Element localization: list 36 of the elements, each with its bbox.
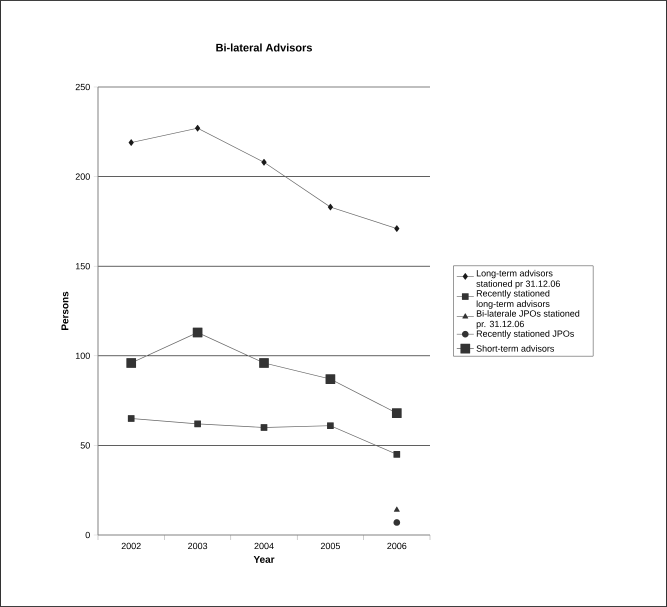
legend-label: Recently stationed JPOs [476, 330, 574, 339]
legend-label: Bi-laterale JPOs stationed pr. 31.12.06 [476, 310, 580, 329]
y-tick-label: 150 [76, 263, 90, 270]
legend-label: Short-term advisors [476, 345, 554, 352]
x-tick-label: 2003 [188, 542, 208, 550]
y-tick-label: 250 [76, 84, 90, 90]
chart-title: Bi-lateral Advisors [216, 43, 312, 52]
point [326, 374, 336, 384]
y-tick-label: 0 [86, 532, 90, 538]
point [192, 328, 202, 338]
point [194, 420, 201, 428]
point [195, 124, 200, 132]
x-tick-label: 2006 [387, 542, 406, 550]
point [261, 158, 267, 166]
point [327, 422, 334, 430]
point [128, 139, 134, 146]
y-tick-label: 100 [76, 352, 90, 359]
point [393, 451, 400, 458]
x-axis-title: Year [254, 556, 274, 563]
legend-label: Recently stationed long-term advisors [476, 290, 550, 309]
point [260, 424, 268, 431]
point [393, 519, 400, 526]
y-axis-title: Persons [61, 292, 68, 330]
point [394, 506, 400, 512]
legend-label: Long-term advisors stationed pr 31.12.06 [476, 270, 560, 289]
x-tick-label: 2005 [320, 542, 340, 550]
point [126, 358, 136, 368]
point [259, 358, 269, 368]
x-tick-label: 2004 [254, 542, 274, 550]
y-tick-label: 50 [80, 442, 90, 449]
x-tick-label: 2002 [122, 542, 141, 550]
point [128, 415, 135, 422]
y-tick-label: 200 [76, 173, 90, 180]
point [328, 204, 333, 210]
point [394, 225, 400, 232]
point [392, 408, 402, 418]
